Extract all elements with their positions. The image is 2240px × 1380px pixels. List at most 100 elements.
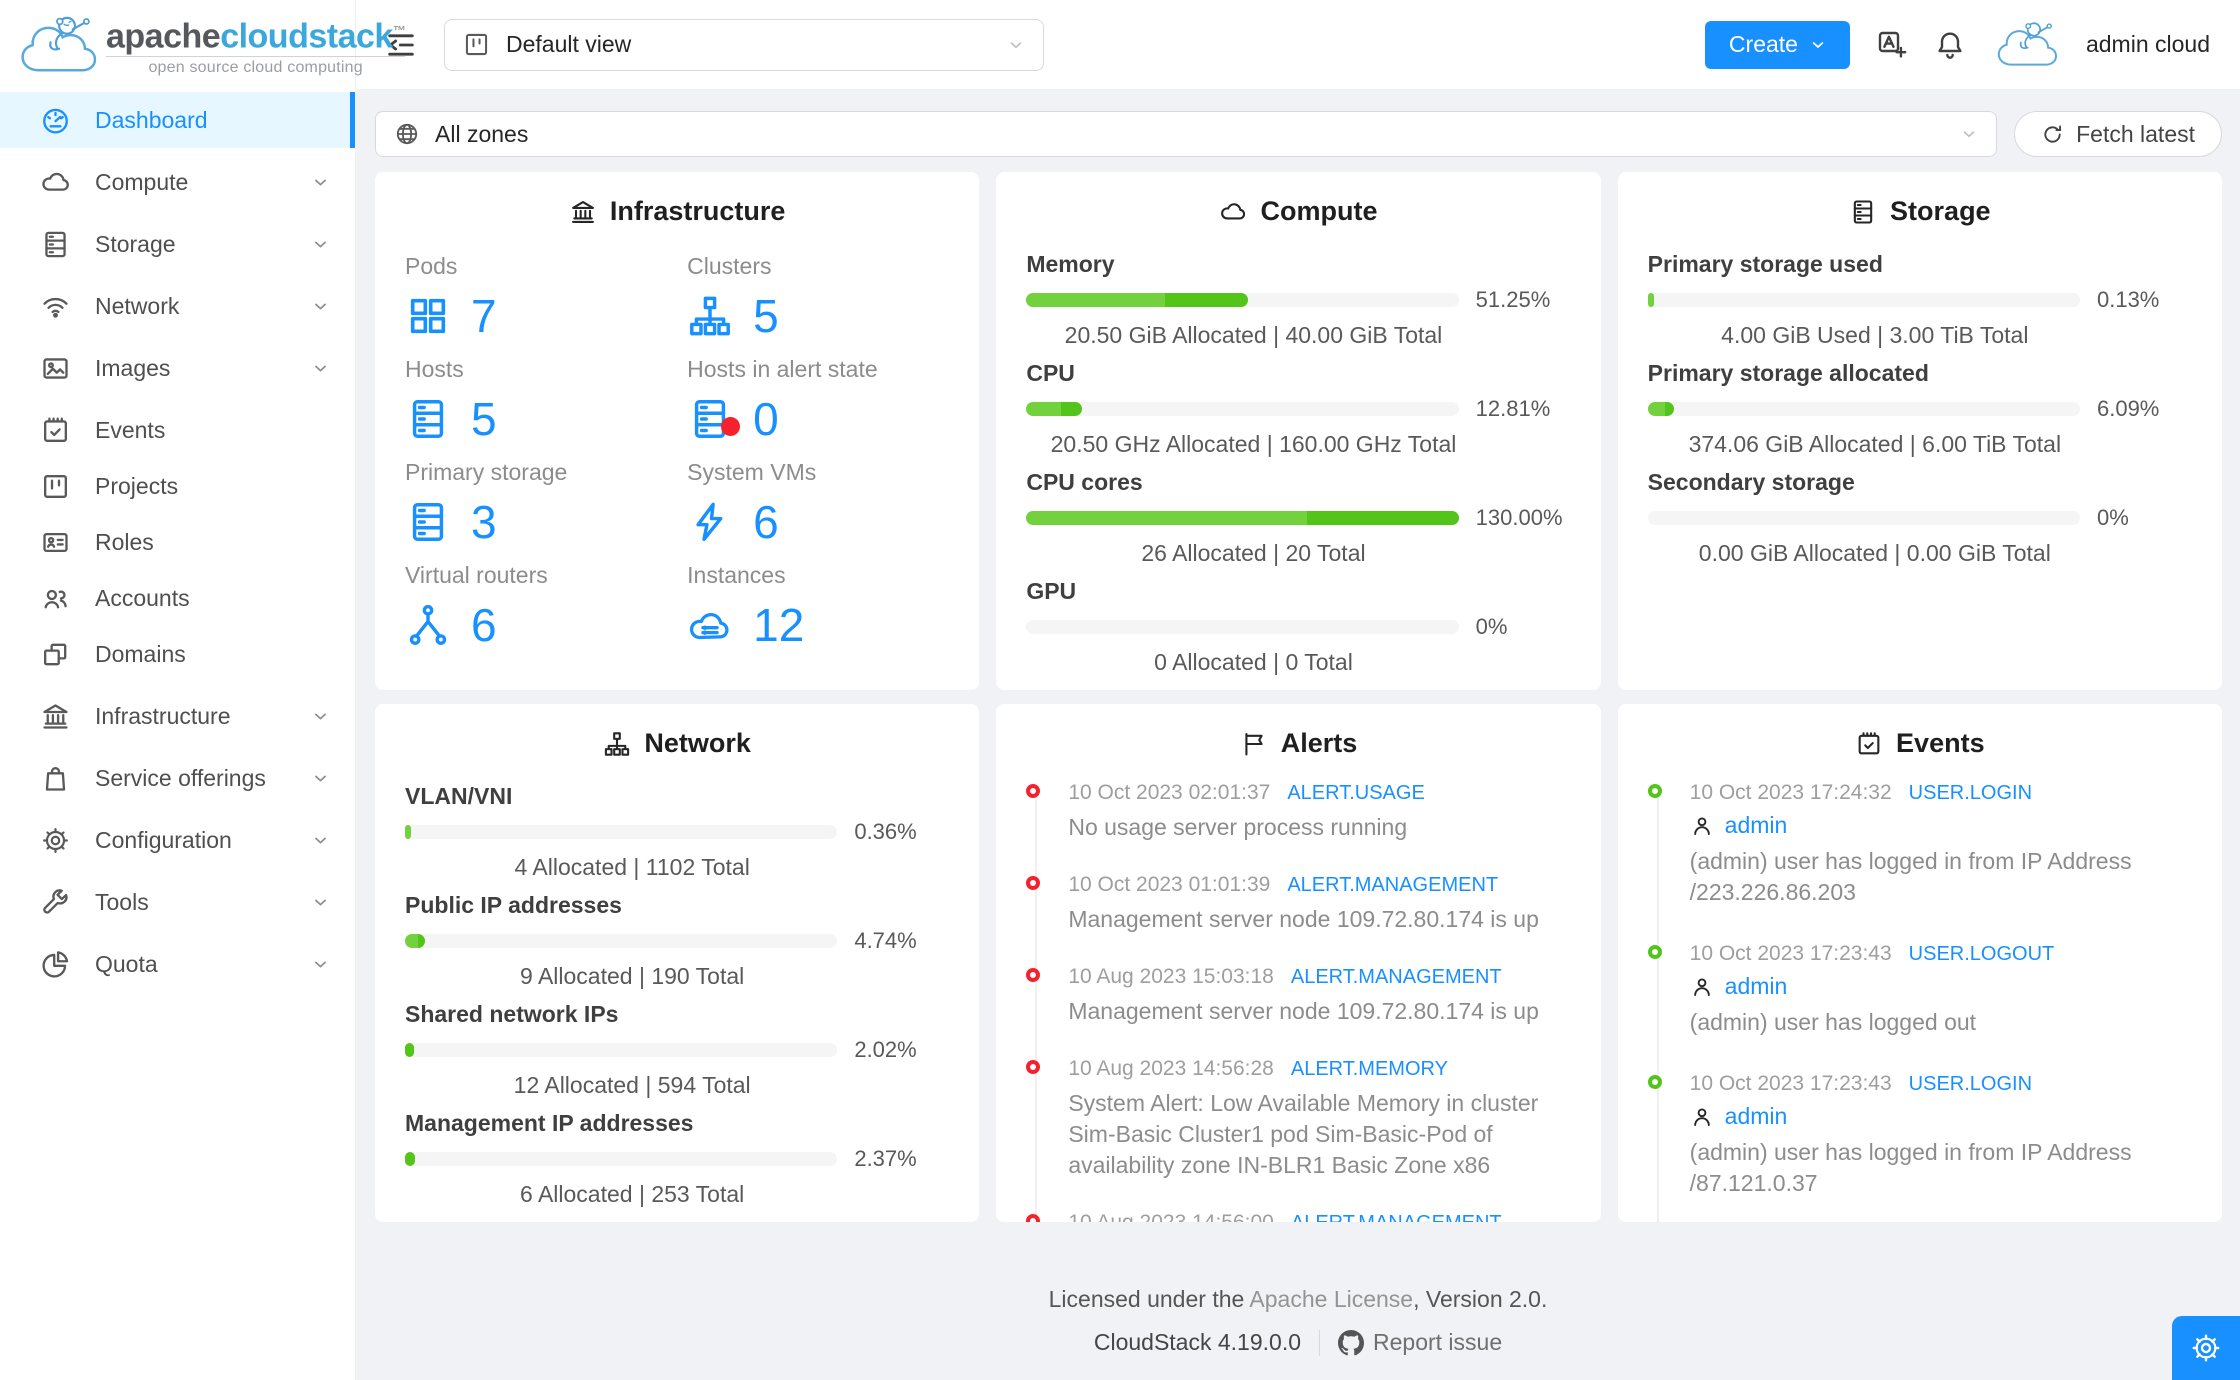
globe-icon bbox=[394, 121, 420, 147]
chevron-down-icon bbox=[312, 174, 329, 191]
meter-label: Memory bbox=[1026, 251, 1115, 277]
stat-value[interactable]: 5 bbox=[471, 393, 497, 445]
chevron-down-icon bbox=[312, 360, 329, 377]
stat-value[interactable]: 5 bbox=[753, 290, 779, 342]
stat-system-vms: System VMs 6 bbox=[687, 459, 949, 545]
event-status-dot bbox=[1647, 1075, 1662, 1089]
meter-percent: 2.37% bbox=[854, 1146, 917, 1171]
meter-label: CPU cores bbox=[1026, 469, 1143, 495]
cluster-icon bbox=[687, 293, 733, 339]
zone-selector-value: All zones bbox=[435, 120, 529, 147]
alert-type-link[interactable]: ALERT.MANAGEMENT bbox=[1290, 966, 1502, 988]
user-avatar-mascot[interactable] bbox=[1992, 17, 2060, 73]
sidebar-item-label: Accounts bbox=[95, 584, 190, 611]
footer-divider bbox=[1319, 1329, 1320, 1356]
sidebar-item-tools[interactable]: Tools bbox=[0, 874, 355, 930]
sidebar-item-events[interactable]: Events bbox=[0, 402, 355, 458]
view-selector[interactable]: Default view bbox=[444, 18, 1044, 71]
progress-bar bbox=[405, 934, 838, 948]
sidebar-item-label: Events bbox=[95, 416, 166, 443]
stat-label: Hosts in alert state bbox=[687, 356, 878, 382]
event-type-link[interactable]: USER.LOGIN bbox=[1908, 1073, 2033, 1095]
sidebar-item-domains[interactable]: Domains bbox=[0, 626, 355, 682]
user-name[interactable]: admin cloud bbox=[2085, 31, 2210, 57]
view-selector-value: Default view bbox=[506, 31, 632, 57]
sidebar-item-quota[interactable]: Quota bbox=[0, 936, 355, 992]
sidebar-item-label: Dashboard bbox=[95, 106, 208, 133]
event-type-link[interactable]: USER.LOGIN bbox=[1908, 782, 2033, 804]
progress-bar bbox=[1026, 402, 1459, 416]
sidebar-item-accounts[interactable]: Accounts bbox=[0, 570, 355, 626]
translate-icon[interactable] bbox=[1876, 29, 1908, 61]
sidebar-item-dashboard[interactable]: Dashboard bbox=[0, 92, 355, 148]
meter-detail: 4 Allocated | 1102 Total bbox=[514, 854, 750, 880]
report-issue-link[interactable]: Report issue bbox=[1338, 1329, 1502, 1356]
alert-message: System Alert: Low Available Memory in cl… bbox=[1068, 1090, 1539, 1178]
gear-icon bbox=[40, 825, 71, 856]
cloud-server-icon bbox=[687, 602, 733, 648]
server-icon bbox=[405, 396, 451, 442]
zone-bar: All zones Fetch latest bbox=[375, 111, 2222, 157]
progress-bar bbox=[1026, 511, 1459, 525]
stat-value[interactable]: 6 bbox=[753, 496, 779, 548]
sidebar-item-roles[interactable]: Roles bbox=[0, 514, 355, 570]
app-logo[interactable]: apachecloudstack™ open source cloud comp… bbox=[0, 0, 406, 90]
meter-label: Secondary storage bbox=[1647, 469, 1855, 495]
chevron-down-icon bbox=[312, 298, 329, 315]
sidebar-item-storage[interactable]: Storage bbox=[0, 216, 355, 272]
alert-message: Management server node 109.72.80.174 is … bbox=[1068, 998, 1539, 1024]
stat-value[interactable]: 6 bbox=[471, 599, 497, 651]
sidebar-item-images[interactable]: Images bbox=[0, 340, 355, 396]
create-button[interactable]: Create bbox=[1704, 20, 1850, 69]
chevron-down-icon bbox=[312, 956, 329, 973]
fetch-latest-button[interactable]: Fetch latest bbox=[2014, 111, 2222, 157]
sidebar-item-label: Domains bbox=[95, 640, 186, 667]
sidebar-item-projects[interactable]: Projects bbox=[0, 458, 355, 514]
alert-type-link[interactable]: ALERT.MEMORY bbox=[1290, 1058, 1448, 1080]
alert-status-dot bbox=[1026, 876, 1041, 890]
sidebar-item-infrastructure[interactable]: Infrastructure bbox=[0, 688, 355, 744]
main-content: All zones Fetch latest Infrastructure Po… bbox=[356, 90, 2240, 1380]
stat-label: Primary storage bbox=[405, 459, 568, 485]
compute-card: Compute Memory 51.25% 20.50 GiB Allocated … bbox=[996, 172, 1601, 690]
page-footer: Licensed under the Apache License, Versi… bbox=[356, 1286, 2240, 1356]
alert-message: Management server node 109.72.80.174 is … bbox=[1068, 906, 1539, 932]
event-user-link[interactable]: admin bbox=[1724, 812, 1788, 838]
report-issue-label: Report issue bbox=[1373, 1329, 1503, 1355]
brand-apache: apache bbox=[106, 17, 221, 56]
stat-value[interactable]: 0 bbox=[753, 393, 779, 445]
meter-detail: 4.00 GiB Used | 3.00 TiB Total bbox=[1721, 322, 2029, 348]
sidebar-item-label: Compute bbox=[95, 168, 189, 195]
meter-detail: 0 Allocated | 0 Total bbox=[1154, 649, 1353, 675]
stat-value[interactable]: 12 bbox=[753, 599, 805, 651]
cloudmonkey-mascot-icon bbox=[14, 10, 100, 80]
bell-icon[interactable] bbox=[1934, 29, 1966, 61]
zone-selector[interactable]: All zones bbox=[375, 111, 1998, 157]
alert-type-link[interactable]: ALERT.MANAGEMENT bbox=[1287, 874, 1499, 896]
sidebar-item-service-offerings[interactable]: Service offerings bbox=[0, 750, 355, 806]
event-user-link[interactable]: admin bbox=[1724, 973, 1788, 999]
event-type-link[interactable]: USER.LOGOUT bbox=[1908, 943, 2055, 965]
menu-fold-icon[interactable] bbox=[384, 28, 418, 62]
event-user-link[interactable]: admin bbox=[1724, 1103, 1788, 1129]
sidebar-item-compute[interactable]: Compute bbox=[0, 154, 355, 210]
meter-detail: 374.06 GiB Allocated | 6.00 TiB Total bbox=[1688, 431, 2062, 457]
alert-type-link[interactable]: ALERT.MANAGEMENT bbox=[1291, 1212, 1502, 1222]
sidebar-item-network[interactable]: Network bbox=[0, 278, 355, 334]
alert-type-link[interactable]: ALERT.USAGE bbox=[1287, 782, 1425, 804]
sidebar-item-configuration[interactable]: Configuration bbox=[0, 812, 355, 868]
stat-label: System VMs bbox=[687, 459, 817, 485]
meter-percent: 12.81% bbox=[1475, 396, 1551, 421]
stat-value[interactable]: 3 bbox=[471, 496, 497, 548]
stat-primary-storage: Primary storage 3 bbox=[405, 459, 667, 545]
timestamp: 10 Oct 2023 17:23:43 bbox=[1689, 942, 1892, 965]
timestamp: 10 Oct 2023 17:23:43 bbox=[1689, 1072, 1892, 1095]
meter-label: Public IP addresses bbox=[405, 892, 622, 918]
stat-value[interactable]: 7 bbox=[471, 290, 497, 342]
project-settings-fab[interactable] bbox=[2172, 1316, 2240, 1380]
apache-license-link[interactable]: Apache License bbox=[1249, 1286, 1414, 1312]
sidebar-menu: Dashboard Compute Storage Network Images Even… bbox=[0, 92, 355, 992]
stat-label: Pods bbox=[405, 253, 458, 279]
github-icon bbox=[1338, 1329, 1364, 1356]
meter-detail: 26 Allocated | 20 Total bbox=[1141, 540, 1366, 566]
